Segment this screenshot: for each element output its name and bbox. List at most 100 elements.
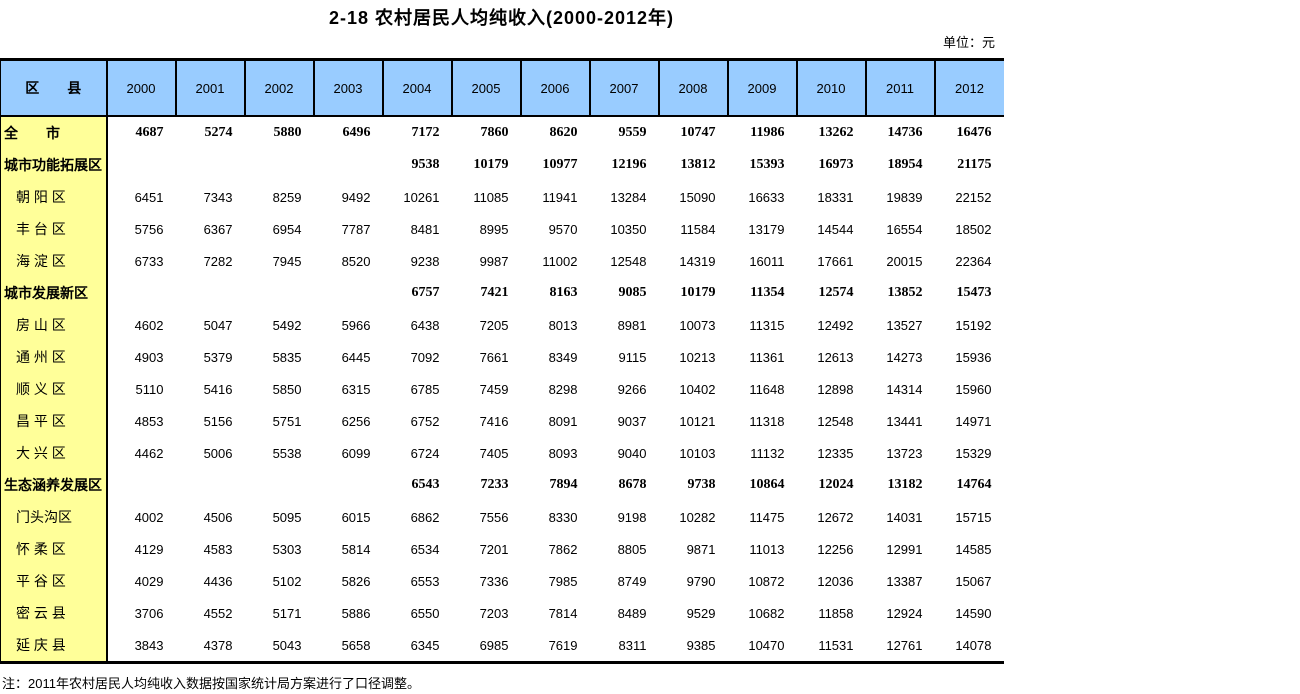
value-cell: 12613	[817, 349, 854, 365]
value-cell: 7201	[479, 541, 509, 557]
value-cell	[314, 277, 383, 309]
value-cell: 17661	[817, 253, 854, 269]
row-label: 丰 台 区	[0, 213, 108, 245]
value-cell: 11648	[749, 381, 785, 397]
value-cell: 12898	[817, 381, 854, 397]
value-cell: 10864	[749, 477, 785, 492]
value-cell: 3706	[134, 605, 164, 621]
value-cell: 9085	[618, 285, 647, 300]
value-cell: 6367	[203, 221, 233, 237]
table-row: 怀 柔 区 4129 4583 5303 5814 6534 7201 7862 8805 987…	[0, 533, 1004, 565]
value-cell: 5043	[244, 629, 314, 664]
value-cell: 5756	[134, 221, 164, 237]
value-cell: 14590	[955, 605, 992, 621]
value-cell: 3843	[106, 629, 176, 664]
value-cell: 6534	[410, 541, 440, 557]
value-cell: 11315	[749, 317, 785, 333]
value-cell: 6543	[411, 477, 440, 492]
value-cell: 8481	[410, 221, 440, 237]
value-cell: 14585	[955, 541, 992, 557]
value-cell	[107, 277, 176, 309]
value-cell: 12256	[817, 541, 854, 557]
year-header-cell: 2009	[726, 59, 797, 117]
value-cell: 7336	[479, 573, 509, 589]
table-row: 城市发展新区 6757 7421 8163 9085 10179 11354 12574 138…	[0, 277, 1004, 309]
value-cell: 7945	[272, 253, 302, 269]
value-cell: 6724	[410, 445, 440, 461]
row-label: 海 淀 区	[0, 245, 108, 277]
value-cell: 8749	[617, 573, 647, 589]
row-label: 门头沟区	[0, 501, 108, 533]
value-cell: 9570	[548, 221, 578, 237]
value-cell: 5850	[272, 381, 302, 397]
value-cell: 13723	[886, 445, 923, 461]
value-cell: 13852	[887, 285, 923, 300]
value-cell: 8520	[341, 253, 371, 269]
value-cell	[176, 277, 245, 309]
value-cell: 8091	[548, 413, 578, 429]
value-cell: 6954	[272, 221, 302, 237]
value-cell: 6451	[134, 189, 164, 205]
value-cell: 11318	[749, 413, 785, 429]
value-cell: 9385	[658, 629, 728, 664]
value-cell: 5156	[203, 413, 233, 429]
row-label: 延 庆 县	[0, 629, 108, 664]
value-cell: 20015	[886, 253, 923, 269]
value-cell: 5102	[272, 573, 302, 589]
value-cell: 16554	[886, 221, 923, 237]
value-cell: 9871	[686, 541, 716, 557]
value-cell: 12924	[886, 605, 923, 621]
value-cell: 9492	[341, 189, 371, 205]
value-cell: 6752	[410, 413, 440, 429]
value-cell: 8311	[589, 629, 659, 664]
table-row: 大 兴 区 4462 5006 5538 6099 6724 7405 8093 9040 101…	[0, 437, 1004, 469]
row-label: 昌 平 区	[0, 405, 108, 437]
row-label: 顺 义 区	[0, 373, 108, 405]
value-cell: 10282	[679, 509, 716, 525]
value-cell: 9987	[479, 253, 509, 269]
value-cell	[245, 149, 314, 181]
value-cell: 11361	[749, 349, 785, 365]
value-cell: 11531	[796, 629, 866, 664]
value-cell: 8298	[548, 381, 578, 397]
value-cell: 8995	[479, 221, 509, 237]
value-cell: 6757	[411, 285, 440, 300]
value-cell: 6785	[410, 381, 440, 397]
value-cell: 13179	[748, 221, 785, 237]
value-cell: 7205	[479, 317, 509, 333]
value-cell: 5966	[341, 317, 371, 333]
value-cell: 4029	[134, 573, 164, 589]
value-cell: 5416	[203, 381, 233, 397]
value-cell: 12196	[611, 157, 647, 172]
value-cell: 10073	[679, 317, 716, 333]
value-cell: 7203	[479, 605, 509, 621]
value-cell: 8163	[549, 285, 578, 300]
row-label: 平 谷 区	[0, 565, 108, 597]
value-cell: 12574	[818, 285, 854, 300]
value-cell: 15960	[955, 381, 992, 397]
value-cell: 18331	[817, 189, 854, 205]
value-cell: 21175	[957, 157, 992, 172]
year-header-cell: 2011	[864, 59, 935, 117]
value-cell: 5006	[203, 445, 233, 461]
value-cell: 10103	[679, 445, 716, 461]
unit-label: 单位：元	[942, 35, 995, 50]
value-cell: 6445	[341, 349, 371, 365]
year-header-cell: 2004	[381, 59, 452, 117]
value-cell: 7092	[410, 349, 440, 365]
value-cell: 5274	[204, 125, 233, 140]
value-cell: 7661	[479, 349, 509, 365]
value-cell: 19839	[886, 189, 923, 205]
value-cell: 4602	[134, 317, 164, 333]
value-cell: 11986	[750, 125, 785, 140]
year-header-cell: 2003	[312, 59, 383, 117]
value-cell: 4583	[203, 541, 233, 557]
value-cell: 4378	[175, 629, 245, 664]
value-cell: 6553	[410, 573, 440, 589]
value-cell: 13441	[886, 413, 923, 429]
year-header-cell: 2002	[243, 59, 314, 117]
value-cell: 5095	[272, 509, 302, 525]
table-row: 通 州 区 4903 5379 5835 6445 7092 7661 8349 9115 102…	[0, 341, 1004, 373]
table-row: 房 山 区 4602 5047 5492 5966 6438 7205 8013 8981 100…	[0, 309, 1004, 341]
value-cell	[107, 469, 176, 501]
